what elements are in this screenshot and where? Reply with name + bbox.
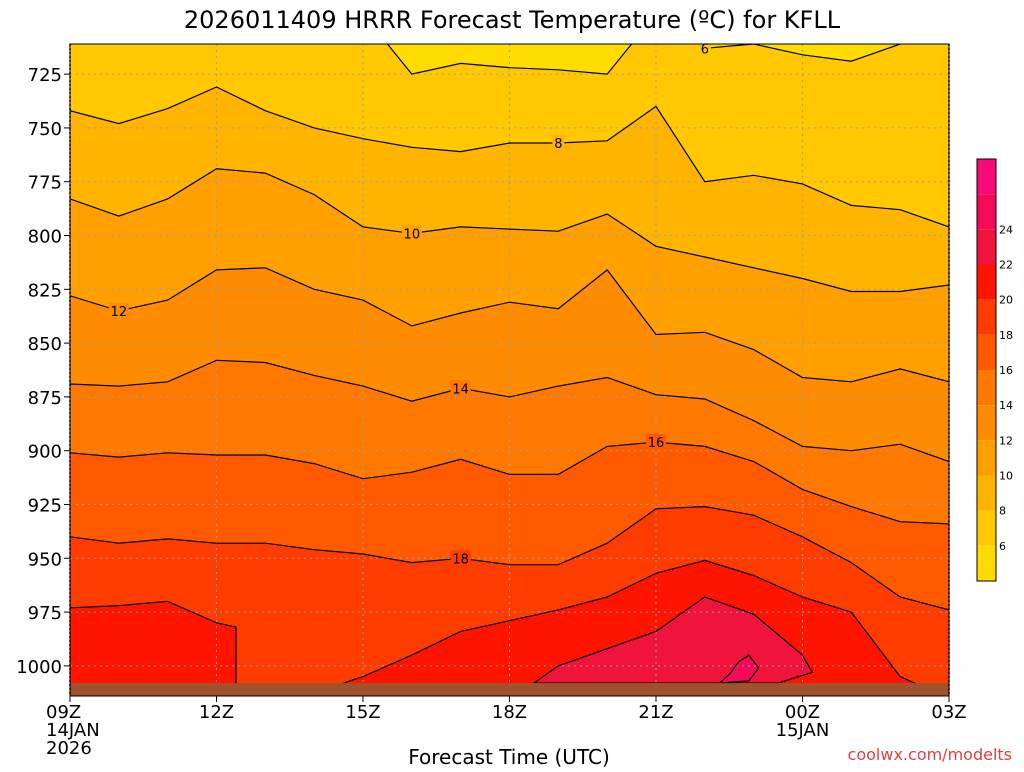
contour-line-22-10 (532, 596, 814, 684)
y-tick-label-11: 1000 (16, 657, 62, 678)
colorbar-swatch-14 (977, 370, 996, 406)
colorbar-label-12: 12 (999, 434, 1013, 447)
contour-line-8-2 (70, 86, 949, 228)
colorbar-label-16: 16 (999, 364, 1013, 377)
chart-title: 2026011409 HRRR Forecast Temperature (ºC… (184, 6, 841, 34)
contour-line-6-1 (704, 44, 901, 62)
x-tick-label-0-1: 14JAN (46, 720, 100, 741)
band-fill-24 (719, 655, 759, 684)
y-tick-label-2: 775 (28, 173, 62, 194)
colorbar-swatch-26 (977, 159, 996, 195)
y-tick-label-9: 950 (28, 549, 62, 570)
y-tick-label-5: 850 (28, 334, 62, 355)
x-tick-label-2-0: 15Z (345, 702, 380, 723)
colorbar-swatch-24 (977, 194, 996, 230)
contour-line-16-6 (70, 441, 949, 525)
x-tick-label-4-0: 21Z (638, 702, 673, 723)
ground-surface (70, 683, 949, 696)
contour-label-bg-4 (108, 302, 129, 318)
contour-line-20-8 (70, 600, 237, 684)
cool-pocket-fill-1 (704, 44, 901, 62)
contour-line-10-3 (70, 168, 949, 293)
colorbar-swatch-22 (977, 229, 996, 265)
x-tick-label-1-0: 12Z (199, 702, 234, 723)
y-tick-label-10: 975 (28, 603, 62, 624)
contour-label-12-4: 12 (111, 305, 128, 320)
contour-label-bg-7 (450, 550, 471, 566)
colorbar-swatch-6 (977, 510, 996, 546)
contour-label-bg-6 (646, 434, 666, 450)
colorbar-swatch-8 (977, 475, 996, 511)
y-tick-label-8: 925 (28, 495, 62, 516)
ground-layer (70, 683, 949, 696)
colorbar-swatch-16 (977, 334, 996, 370)
contour-label-bg-2 (552, 134, 565, 150)
y-tick-label-4: 825 (28, 280, 62, 301)
contour-layer: 6 8 10 12 14 16 18 (70, 42, 949, 684)
x-tick-label-5-1: 15JAN (776, 720, 830, 741)
colorbar-label-24: 24 (999, 223, 1013, 236)
contour-line-24-11 (717, 654, 760, 684)
colorbar-label-18: 18 (999, 329, 1013, 342)
contour-label-bg-3 (401, 225, 422, 241)
contour-line-20-9 (343, 559, 916, 684)
x-tick-label-0-2: 2026 (46, 738, 92, 759)
axes-layer: 725 750 775 800 825 850 875 900 925 950 975 1000 09Z… (16, 65, 966, 759)
colorbar-swatch-12 (977, 405, 996, 441)
colorbar-label-10: 10 (999, 470, 1013, 483)
x-tick-label-5-0: 00Z (785, 702, 820, 723)
colorbar-label-20: 20 (999, 294, 1013, 307)
y-tick-label-1: 750 (28, 119, 62, 140)
y-tick-label-7: 900 (28, 442, 62, 463)
contour-label-14-5: 14 (452, 382, 469, 397)
grid-layer (70, 44, 949, 696)
contour-label-10-3: 10 (404, 227, 421, 242)
contour-line-12-4 (70, 267, 949, 383)
x-tick-label-6-0: 03Z (931, 702, 966, 723)
x-axis-title: Forecast Time (UTC) (408, 745, 610, 768)
y-tick-label-3: 800 (28, 227, 62, 248)
colorbar-legend: 6 8 10 12 14 16 18 20 22 24 (976, 158, 1013, 582)
contour-label-16-6: 16 (648, 436, 665, 451)
contour-line-6-0 (386, 44, 633, 75)
colorbar-swatch-10 (977, 440, 996, 476)
contour-label-8-2: 8 (554, 137, 562, 152)
contour-label-bg-5 (450, 380, 471, 396)
x-tick-label-0-0: 09Z (46, 702, 81, 723)
colorbar-label-22: 22 (999, 259, 1013, 272)
contour-line-18-7 (70, 505, 949, 611)
contour-line-14-5 (70, 359, 949, 463)
colorbar-swatch-18 (977, 299, 996, 335)
colorbar-swatch-4 (977, 545, 996, 581)
contour-label-bg-1 (698, 44, 711, 56)
contour-label-18-7: 18 (452, 552, 469, 567)
colorbar-label-8: 8 (999, 505, 1006, 518)
x-tick-label-3-0: 18Z (492, 702, 527, 723)
colorbar-swatch-20 (977, 264, 996, 300)
colorbar-frame (976, 158, 997, 582)
band-fill-20 (70, 601, 236, 696)
colorbar-label-6: 6 (999, 540, 1006, 553)
watermark-text: coolwx.com/modelts (848, 745, 1012, 764)
contour-label-6-1: 6 (701, 42, 709, 57)
colorbar-label-14: 14 (999, 399, 1013, 412)
y-tick-label-0: 725 (28, 65, 62, 86)
y-tick-label-6: 875 (28, 388, 62, 409)
cool-pocket-fill-0 (387, 44, 632, 75)
